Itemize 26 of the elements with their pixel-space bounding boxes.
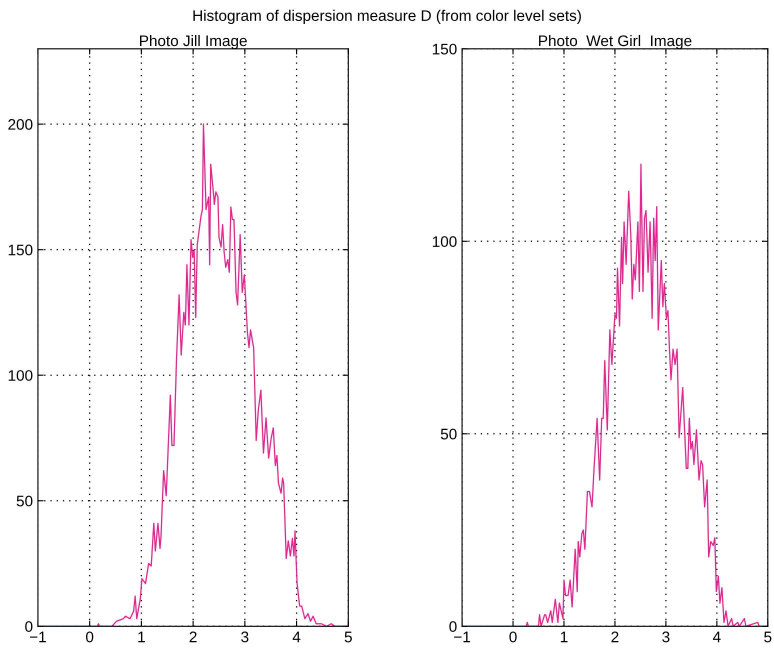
x-tick-label: −1	[30, 632, 46, 642]
x-tick-label: 0	[86, 632, 94, 642]
x-tick-label: 1	[138, 632, 145, 642]
y-tick-label: 0	[25, 621, 32, 632]
chart-title: Photo Jill Image	[140, 34, 247, 50]
x-tick-label: 4	[712, 632, 721, 642]
x-tick-label: 5	[344, 632, 352, 642]
y-tick-label: 100	[432, 236, 457, 247]
y-tick-label: 50	[440, 428, 457, 440]
y-tick-label: 150	[432, 44, 457, 55]
x-tick-label: 0	[509, 632, 517, 642]
x-tick-label: 3	[662, 632, 670, 642]
x-tick-label: 1	[560, 632, 568, 642]
x-tick-label: 5	[764, 632, 772, 642]
y-tick-label: 200	[8, 119, 32, 130]
x-tick-label: 4	[292, 632, 300, 642]
y-tick-label: 50	[16, 496, 32, 506]
x-tick-label: −1	[454, 632, 470, 642]
x-tick-label: 3	[241, 632, 248, 642]
y-tick-label: 100	[8, 370, 32, 381]
chart-title: Photo Wet Girl Image	[539, 34, 692, 50]
x-tick-label: 2	[611, 632, 618, 642]
y-tick-label: 0	[449, 621, 457, 632]
x-tick-label: 2	[190, 632, 197, 642]
y-tick-label: 150	[8, 244, 32, 256]
text: Histogram of dispersion measure D (from color level sets)	[193, 10, 581, 24]
